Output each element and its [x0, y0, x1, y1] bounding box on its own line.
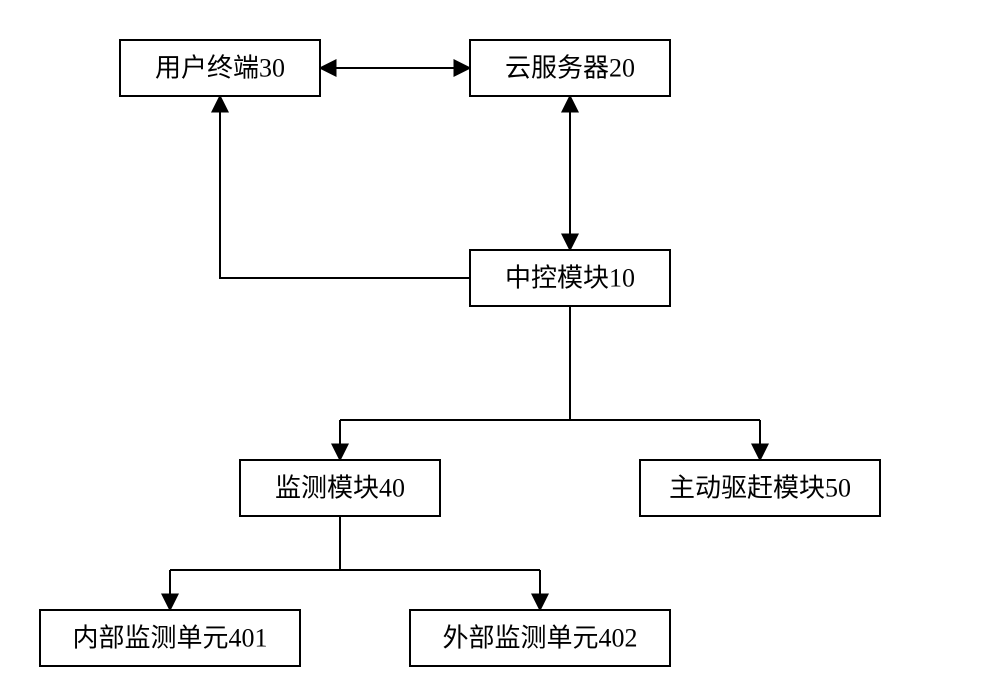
node-centralCtrl: 中控模块10 — [470, 250, 670, 306]
edges-layer — [170, 68, 760, 610]
edge-central-user — [220, 96, 470, 278]
node-userTerminal: 用户终端30 — [120, 40, 320, 96]
nodes-layer: 用户终端30 云服务器20 中控模块10 监测模块40 主动驱赶模块50 内部监测单元40… — [40, 40, 880, 666]
node-label-centralCtrl: 中控模块10 — [505, 264, 635, 293]
node-driveMod: 主动驱赶模块50 — [640, 460, 880, 516]
node-label-intMonitor: 内部监测单元401 — [72, 624, 267, 653]
node-label-monitorMod: 监测模块40 — [275, 474, 405, 503]
diagram-canvas: 用户终端30 云服务器20 中控模块10 监测模块40 主动驱赶模块50 内部监测单元40… — [0, 0, 1000, 700]
node-intMonitor: 内部监测单元401 — [40, 610, 300, 666]
node-monitorMod: 监测模块40 — [240, 460, 440, 516]
node-label-driveMod: 主动驱赶模块50 — [669, 474, 851, 503]
node-label-cloudServer: 云服务器20 — [505, 54, 635, 83]
node-label-userTerminal: 用户终端30 — [155, 54, 285, 83]
node-label-extMonitor: 外部监测单元402 — [442, 624, 637, 653]
node-extMonitor: 外部监测单元402 — [410, 610, 670, 666]
node-cloudServer: 云服务器20 — [470, 40, 670, 96]
